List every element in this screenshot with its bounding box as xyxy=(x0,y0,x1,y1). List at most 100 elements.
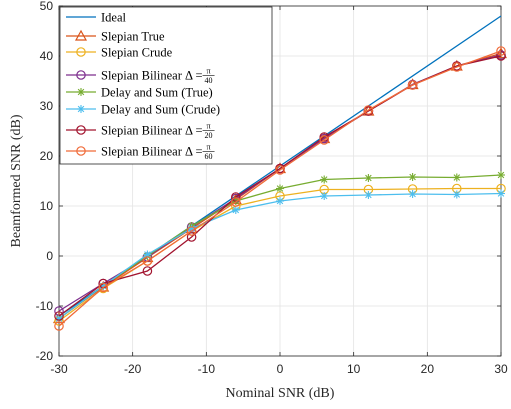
x-tick-label: -10 xyxy=(198,362,216,376)
asterisk-stroke xyxy=(453,174,461,181)
asterisk-stroke xyxy=(232,206,240,214)
data-point xyxy=(276,197,284,205)
data-point xyxy=(275,165,285,175)
x-tick-label: 0 xyxy=(277,362,284,376)
data-point xyxy=(186,226,197,236)
asterisk-stroke xyxy=(77,105,85,113)
data-point xyxy=(231,197,241,207)
data-point xyxy=(496,51,506,61)
asterisk-stroke xyxy=(497,190,505,197)
legend-entry: Slepian Bilinear Δ = π60 xyxy=(66,143,215,161)
legend-entry: Ideal xyxy=(66,11,127,25)
legend-entry: Delay and Sum (Crude) xyxy=(66,103,220,117)
legend-label: Delay and Sum (True) xyxy=(101,86,213,100)
legend-frac-numerator: π xyxy=(207,67,211,76)
x-tick-label: -20 xyxy=(124,362,142,376)
data-point xyxy=(54,321,64,331)
asterisk-stroke xyxy=(320,176,328,183)
asterisk-stroke xyxy=(77,88,85,96)
asterisk-stroke xyxy=(409,190,416,198)
y-tick-label: 0 xyxy=(46,249,53,263)
x-tick-label: 10 xyxy=(347,362,361,376)
x-tick-label: -30 xyxy=(50,362,68,376)
x-axis-title: Nominal SNR (dB) xyxy=(226,386,335,401)
data-point xyxy=(142,256,153,266)
series-line xyxy=(58,50,502,327)
data-point xyxy=(407,80,418,90)
legend-label: Slepian Crude xyxy=(101,46,173,60)
asterisk-stroke xyxy=(320,192,328,200)
legend-label: Slepian Bilinear Δ = xyxy=(101,124,203,138)
data-point xyxy=(76,70,86,80)
data-point xyxy=(76,146,86,156)
data-point xyxy=(186,232,197,242)
y-tick-label: -20 xyxy=(36,349,54,363)
data-point xyxy=(452,173,461,182)
asterisk-stroke xyxy=(497,171,505,179)
asterisk-stroke xyxy=(55,315,63,322)
data-point xyxy=(76,125,86,135)
y-tick-label: 50 xyxy=(40,0,54,13)
data-point xyxy=(77,88,85,96)
y-tick-label: 30 xyxy=(40,99,54,113)
data-point xyxy=(77,105,85,113)
data-point xyxy=(276,184,284,193)
x-tick-label: 30 xyxy=(494,362,508,376)
data-point xyxy=(451,62,462,72)
legend-entry: Slepian Bilinear Δ = π20 xyxy=(66,122,215,140)
x-tick-label: 20 xyxy=(421,362,435,376)
legend-frac-numerator: π xyxy=(207,143,211,152)
data-point xyxy=(496,46,506,56)
y-axis-title: Beamformed SNR (dB) xyxy=(9,114,24,247)
data-point xyxy=(364,174,373,182)
legend-box xyxy=(59,6,273,165)
asterisk-stroke xyxy=(276,185,284,192)
asterisk-stroke xyxy=(365,174,372,182)
data-point xyxy=(364,191,373,199)
legend-entry: Slepian Crude xyxy=(66,46,173,60)
data-point xyxy=(497,171,505,179)
legend-entry: Delay and Sum (True) xyxy=(66,86,213,100)
series-5 xyxy=(55,189,505,323)
legend-frac-numerator: π xyxy=(207,122,211,131)
series-layer xyxy=(52,15,508,331)
series-7 xyxy=(54,46,506,331)
data-point xyxy=(320,175,329,184)
legend-label: Slepian Bilinear Δ = xyxy=(101,69,203,83)
data-point xyxy=(363,105,374,115)
data-point xyxy=(408,190,417,198)
legend-entry: Slepian Bilinear Δ = π40 xyxy=(66,67,215,85)
legend-frac-denominator: 40 xyxy=(205,76,213,85)
legend: Ideal Slepian True Slepian Crude Slepian Bi… xyxy=(59,6,273,165)
legend-label: Delay and Sum (Crude) xyxy=(101,103,220,117)
data-point xyxy=(74,29,88,41)
data-point xyxy=(408,173,417,181)
asterisk-stroke xyxy=(409,173,416,181)
asterisk-stroke xyxy=(144,251,151,258)
data-point xyxy=(452,190,461,199)
legend-frac-denominator: 60 xyxy=(205,152,213,161)
legend-label: Slepian Bilinear Δ = xyxy=(101,145,203,159)
asterisk-stroke xyxy=(365,191,372,199)
data-point xyxy=(54,311,64,321)
data-point xyxy=(98,282,108,293)
y-tick-label: 10 xyxy=(40,199,54,213)
asterisk-stroke xyxy=(276,197,284,205)
legend-label: Slepian True xyxy=(101,30,165,44)
legend-label: Ideal xyxy=(101,11,127,25)
data-point xyxy=(231,206,240,214)
data-point xyxy=(320,192,329,200)
y-tick-label: -10 xyxy=(36,299,54,313)
y-tick-label: 20 xyxy=(40,149,54,163)
asterisk-stroke xyxy=(453,191,461,198)
data-point xyxy=(319,135,329,145)
data-point xyxy=(497,189,505,198)
data-point xyxy=(76,47,86,57)
asterisk-stroke xyxy=(188,225,195,232)
legend-frac-denominator: 20 xyxy=(205,131,213,140)
data-point xyxy=(142,266,153,276)
y-tick-label: 40 xyxy=(40,49,54,63)
